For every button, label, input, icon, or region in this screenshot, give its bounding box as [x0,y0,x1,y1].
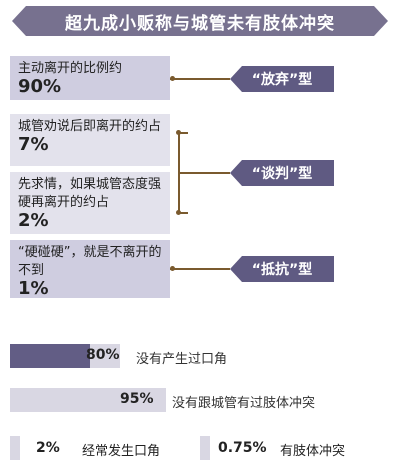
group-value: 1% [18,278,49,299]
connector-line [170,268,230,270]
group-text: “硬碰硬”，就是不离开的不到 [18,245,162,278]
title-banner: 超九成小贩称与城管未有肢体冲突 [12,6,388,36]
page-title: 超九成小贩称与城管未有肢体冲突 [65,13,335,34]
connector-line [178,132,180,214]
category-tag-giveup: “放弃”型 [230,66,334,92]
connector-dot [170,266,175,271]
group-text: 先求情，如果城管态度强硬再离开的约占 [18,177,162,210]
connector-dot [176,210,181,215]
bar-value: 80% [86,347,120,363]
group-text: 主动离开的比例约 [18,61,123,76]
connector-line [178,212,188,214]
small-value: 2% [36,440,60,456]
small-value: 0.75% [218,440,267,456]
bar-label: 没有跟城管有过肢体冲突 [172,396,316,411]
small-label: 经常发生口角 [82,444,161,459]
group-value: 90% [18,76,62,97]
connector-dot [170,76,175,81]
category-tag-resist: “抵抗”型 [230,256,334,282]
group-box-negotiate-1: 城管劝说后即离开的约占 7% [10,114,170,166]
bar-small [200,436,210,460]
bar-small [10,436,20,460]
category-tag-negotiate: “谈判”型 [230,160,334,186]
category-label: “放弃”型 [251,72,313,88]
bar-track [10,388,166,412]
group-box-giveup: 主动离开的比例约 90% [10,56,170,100]
small-value-number: 0.75% [218,440,267,456]
group-value: 7% [18,134,49,155]
category-label: “谈判”型 [251,166,313,182]
connector-line [170,78,230,80]
small-value-number: 2% [36,440,60,456]
group-value: 2% [18,210,49,231]
connector-line [180,172,230,174]
bar-fill [10,344,90,368]
bar-value: 95% [120,391,154,407]
category-label: “抵抗”型 [251,262,313,278]
small-label: 有肢体冲突 [280,444,346,459]
group-box-resist: “硬碰硬”，就是不离开的不到 1% [10,240,170,298]
connector-dot [176,130,181,135]
group-text: 城管劝说后即离开的约占 [18,119,162,134]
connector-line [178,132,188,134]
group-box-negotiate-2: 先求情，如果城管态度强硬再离开的约占 2% [10,172,170,234]
bar-label: 没有产生过口角 [136,352,228,367]
